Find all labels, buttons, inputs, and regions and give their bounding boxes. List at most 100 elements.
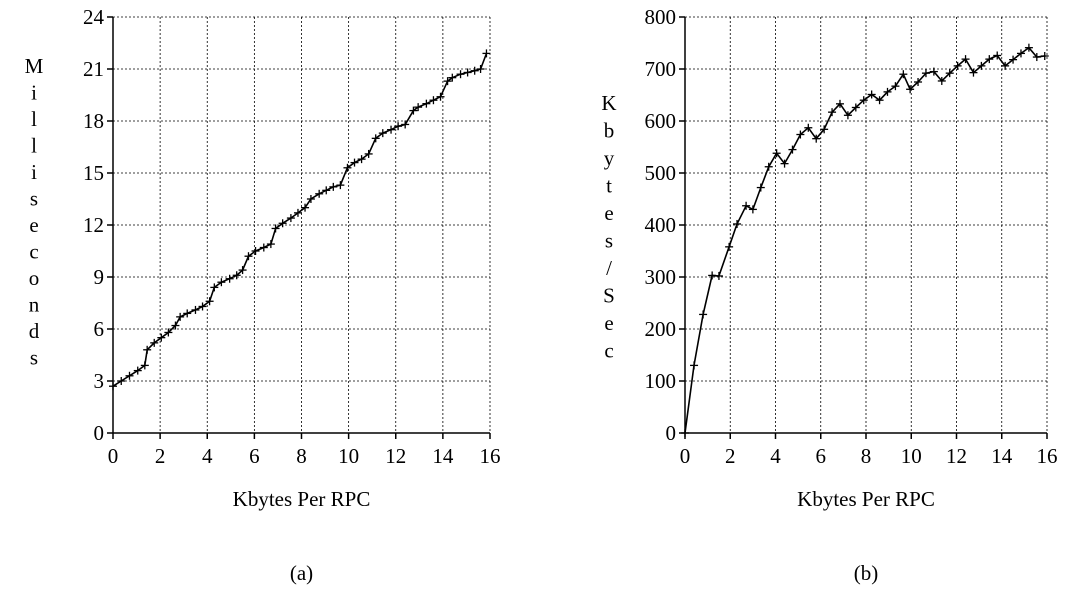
a-data-point xyxy=(183,309,192,318)
b-x-axis-label: Kbytes Per RPC xyxy=(797,487,935,511)
b-y-axis-label-glyph: S xyxy=(603,284,615,308)
b-y-axis-label-glyph: e xyxy=(604,311,613,335)
b-data-point xyxy=(772,149,781,158)
b-data-point xyxy=(914,78,923,86)
a-data-point xyxy=(117,377,126,385)
a-data-point xyxy=(217,278,226,287)
b-data-point xyxy=(937,76,946,85)
a-data-point xyxy=(232,271,241,280)
a-y-axis-label-glyph: s xyxy=(30,346,38,370)
a-x-tick-label: 4 xyxy=(202,444,213,468)
a-y-tick-label: 18 xyxy=(83,109,104,133)
a-data-point xyxy=(387,125,396,134)
a-data-point xyxy=(463,68,472,77)
a-data-point xyxy=(225,274,234,283)
a-data-point xyxy=(109,382,117,391)
b-data-point xyxy=(796,130,805,139)
a-data-point xyxy=(171,321,180,330)
b-data-point xyxy=(843,111,852,120)
a-data-point xyxy=(271,224,280,233)
b-data-point xyxy=(969,68,978,77)
a-y-tick-label: 9 xyxy=(94,265,105,289)
a-x-tick-label: 12 xyxy=(385,444,406,468)
a-data-point xyxy=(157,333,166,342)
a-data-point xyxy=(414,103,423,112)
b-data-point xyxy=(921,69,930,78)
a-data-point xyxy=(278,219,287,228)
b-data-point xyxy=(1001,61,1010,70)
b-data-point xyxy=(945,69,954,78)
b-data-point xyxy=(977,61,986,70)
a-y-tick-label: 3 xyxy=(94,369,105,393)
b-y-axis-label-glyph: c xyxy=(604,339,613,363)
a-data-point xyxy=(259,243,268,252)
b-data-point xyxy=(681,429,689,437)
b-data-point xyxy=(756,183,765,192)
chart-b: 0 100 200 300 400 500 600 700 800 0 2 4 6 8 10 12 14 16 Kb… xyxy=(601,5,1057,585)
a-data-point xyxy=(191,305,200,314)
a-x-tick-label: 0 xyxy=(108,444,119,468)
b-data-point xyxy=(993,51,1002,60)
a-data-point xyxy=(306,195,315,203)
a-y-axis-label-glyph: l xyxy=(31,134,37,158)
b-data-point xyxy=(699,310,708,319)
b-x-tick-label: 10 xyxy=(901,444,922,468)
a-data-point xyxy=(125,371,134,380)
b-data-point xyxy=(1040,52,1049,60)
a-data-point xyxy=(371,134,380,143)
a-data-point xyxy=(482,49,491,58)
b-y-tick-label: 600 xyxy=(645,109,677,133)
b-x-tick-label: 4 xyxy=(770,444,781,468)
b-x-tick-label: 16 xyxy=(1037,444,1058,468)
a-data-point xyxy=(143,345,152,354)
a-data-point xyxy=(301,203,310,212)
b-data-point xyxy=(690,361,699,370)
a-data-point xyxy=(350,158,359,167)
a-data-point xyxy=(315,189,324,198)
a-data-point xyxy=(336,181,345,190)
a-data-point xyxy=(150,338,159,347)
a-x-tick-label: 14 xyxy=(432,444,454,468)
b-y-tick-label: 0 xyxy=(666,421,677,445)
a-data-point xyxy=(266,240,275,249)
b-data-point xyxy=(733,219,742,228)
a-data-point xyxy=(164,328,173,337)
a-data-point xyxy=(436,92,445,101)
a-y-tick-label: 0 xyxy=(94,421,105,445)
a-data-point xyxy=(293,208,302,217)
b-y-tick-label: 800 xyxy=(645,5,677,29)
a-data-point xyxy=(456,70,465,79)
a-data-point xyxy=(205,297,214,306)
a-y-tick-label: 21 xyxy=(83,57,104,81)
a-y-axis-label-glyph: o xyxy=(29,266,40,290)
b-x-tick-label: 6 xyxy=(816,444,827,468)
a-data-point xyxy=(322,186,331,195)
a-data-point xyxy=(286,214,295,223)
a-data-point xyxy=(133,366,142,375)
b-y-tick-label: 500 xyxy=(645,161,677,185)
b-data-point xyxy=(1016,49,1025,58)
b-data-point xyxy=(906,85,915,94)
a-data-point xyxy=(364,149,373,158)
a-y-axis-label-glyph: s xyxy=(30,187,38,211)
b-x-tick-label: 8 xyxy=(861,444,872,468)
b-y-tick-label: 300 xyxy=(645,265,677,289)
b-y-axis-label-glyph: b xyxy=(604,119,615,143)
a-x-tick-label: 8 xyxy=(296,444,307,468)
a-data-point xyxy=(176,312,185,321)
a-y-axis-label-glyph: n xyxy=(29,293,40,317)
a-data-point xyxy=(422,99,431,108)
a-x-tick-label: 2 xyxy=(155,444,166,468)
b-data-point xyxy=(780,159,789,168)
a-y-axis-label-glyph: d xyxy=(29,319,40,343)
b-x-tick-label: 0 xyxy=(680,444,691,468)
b-y-tick-label: 700 xyxy=(645,57,677,81)
b-data-point xyxy=(851,103,860,112)
a-data-point xyxy=(198,302,207,311)
b-data-point xyxy=(985,55,994,64)
a-data-point xyxy=(378,129,387,138)
b-data-point xyxy=(714,271,723,280)
a-data-point xyxy=(394,122,403,131)
